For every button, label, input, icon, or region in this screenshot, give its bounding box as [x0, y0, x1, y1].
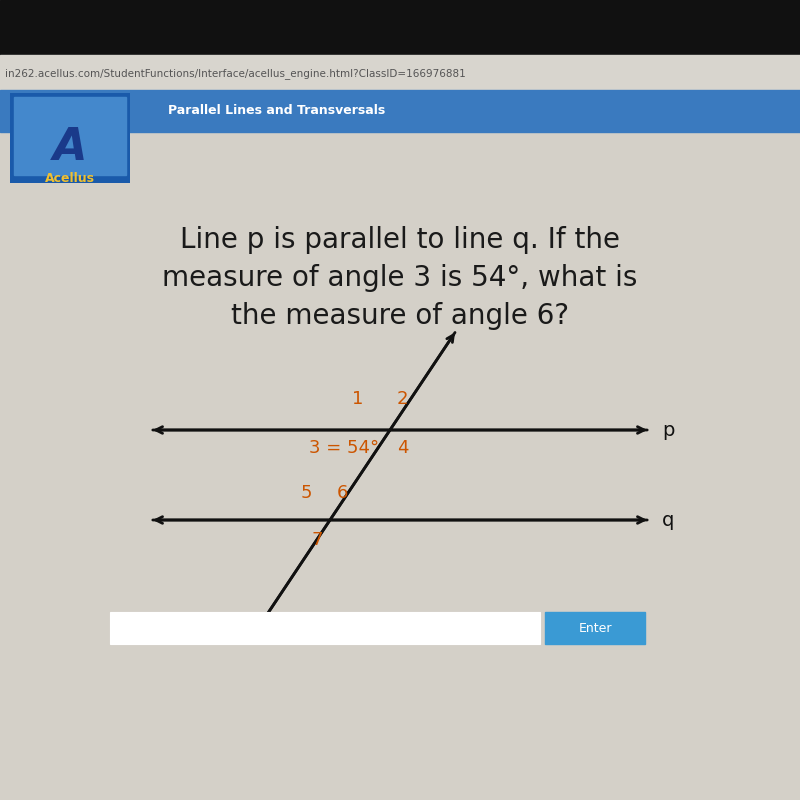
Text: A: A	[53, 126, 87, 170]
Bar	[0, 0, 800, 55]
Text: Enter: Enter	[578, 622, 612, 634]
Bar	[545, 612, 645, 644]
Text: 1: 1	[352, 390, 363, 408]
Text: p: p	[662, 421, 674, 439]
Text: 5: 5	[301, 484, 312, 502]
Text: Parallel Lines and Transversals: Parallel Lines and Transversals	[168, 105, 386, 118]
Bar	[0, 90, 800, 132]
Text: 7: 7	[312, 531, 323, 549]
Text: q: q	[662, 510, 674, 530]
Text: the measure of angle 6?: the measure of angle 6?	[231, 302, 569, 330]
Text: measure of angle 3 is 54°, what is: measure of angle 3 is 54°, what is	[162, 264, 638, 292]
Bar	[110, 612, 540, 644]
Text: 3 = 54°: 3 = 54°	[309, 438, 379, 457]
Bar	[14, 97, 126, 175]
Text: in262.acellus.com/StudentFunctions/Interface/acellus_engine.html?ClassID=1669768: in262.acellus.com/StudentFunctions/Inter…	[5, 69, 466, 79]
Bar	[10, 93, 130, 183]
Text: Line p is parallel to line q. If the: Line p is parallel to line q. If the	[180, 226, 620, 254]
Text: Acellus: Acellus	[45, 171, 95, 185]
Text: 6: 6	[337, 484, 348, 502]
Text: 2: 2	[397, 390, 408, 408]
Text: 4: 4	[397, 438, 408, 457]
Bar	[0, 55, 800, 93]
Bar	[0, 132, 800, 800]
